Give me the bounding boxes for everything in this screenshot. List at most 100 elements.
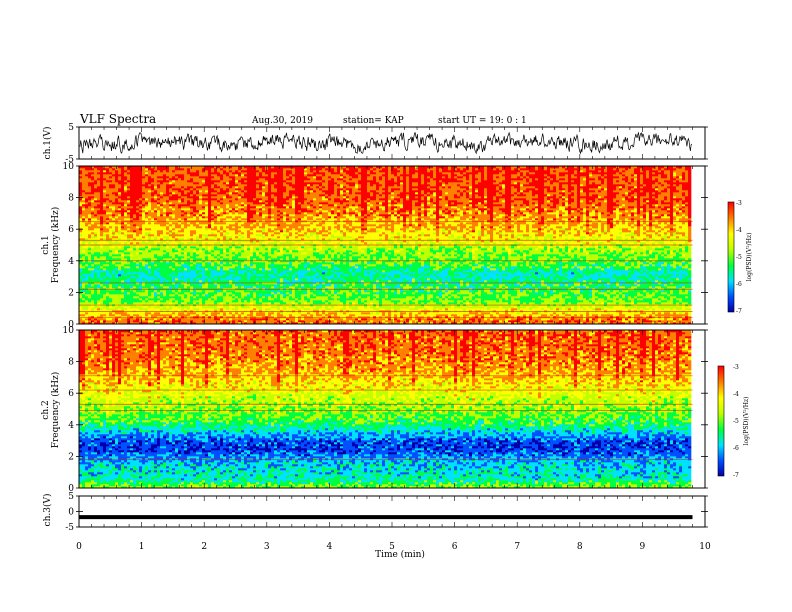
ch1-spectrogram-cell — [133, 308, 136, 310]
ch1-spectrogram-cell — [673, 318, 676, 320]
ch1-spectrogram-cell — [289, 314, 292, 316]
ch1-spectrogram-cell — [139, 308, 142, 310]
ch1-spectrogram-cell — [619, 320, 622, 322]
ch1-spectrogram-cell — [271, 320, 274, 322]
ch1-spectrogram-cell — [394, 296, 397, 298]
ch1-spectrogram-cell — [316, 296, 319, 298]
ch1-spectrogram-cell — [604, 318, 607, 320]
ch1-spectrogram-cell — [316, 302, 319, 304]
ch1-spectrogram-cell — [238, 314, 241, 316]
ch1-spectrogram-cell — [601, 314, 604, 316]
ch1-spectrogram-cell — [127, 296, 130, 298]
ch1-spectrogram-cell — [310, 308, 313, 310]
ch1-spectrogram-cell — [325, 308, 328, 310]
ch1-spectrogram-cell — [190, 308, 193, 310]
ch1-spectrogram-cell — [397, 314, 400, 316]
ch1-spectrogram-cell — [118, 306, 121, 308]
ch1-spectrogram-cell — [391, 296, 394, 298]
ch1-spectrogram-cell — [364, 308, 367, 310]
ch1-spectrogram-cell — [148, 318, 151, 320]
ch1-spectrogram-cell — [355, 296, 358, 298]
ch1-spectrogram-cell — [250, 306, 253, 308]
ch1-spectrogram-cell — [262, 300, 265, 302]
ch1-spectrogram-cell — [178, 312, 181, 314]
ch1-spectrogram-cell — [421, 300, 424, 302]
ch1-spectrogram-cell — [286, 302, 289, 304]
ch1-spectrogram-cell — [166, 318, 169, 320]
ch1-spectrogram-cell — [376, 320, 379, 322]
ch1-spectrogram-cell — [562, 306, 565, 308]
ch1-spectrogram-cell — [235, 318, 238, 320]
ch1-spectrogram-cell — [409, 320, 412, 322]
ch1-spectrogram-cell — [424, 320, 427, 322]
ch1-spectrogram-cell — [367, 318, 370, 320]
ch1-spectrogram-cell — [376, 308, 379, 310]
ch1-spectrogram-cell — [274, 296, 277, 298]
ch1-spectrogram-cell — [331, 308, 334, 310]
ch1-spectrogram-cell — [220, 296, 223, 298]
ch1-spectrogram-cell — [562, 302, 565, 304]
ch1-spectrogram-cell — [337, 302, 340, 304]
ch1-spectrogram-cell — [229, 306, 232, 308]
ch1-spectrogram-cell — [136, 314, 139, 316]
ch1-spectrogram-cell — [451, 320, 454, 322]
ch1-spectrogram-cell — [547, 312, 550, 314]
ch1-spectrogram-cell — [157, 308, 160, 310]
ch1-spectrogram-cell — [391, 320, 394, 322]
ch1-spectrogram-cell — [109, 298, 112, 300]
ch1-spectrogram-cell — [688, 298, 691, 300]
ch1-spectrogram-cell — [391, 300, 394, 302]
ch1-spectrogram-cell — [511, 300, 514, 302]
ch1-spectrogram-cell — [352, 298, 355, 300]
ch1-spectrogram-cell — [445, 312, 448, 314]
ch1-spectrogram-cell — [184, 312, 187, 314]
ch1-spectrogram-cell — [100, 302, 103, 304]
ch1-spectrogram-cell — [424, 314, 427, 316]
ch1-spectrogram-cell — [145, 320, 148, 322]
ch1-spectrogram-cell — [397, 300, 400, 302]
ch1-spectrogram-cell — [118, 312, 121, 314]
ch1-spectrogram-cell — [529, 302, 532, 304]
ch1-spectrogram-cell — [103, 296, 106, 298]
ch1-spectrogram-cell — [454, 312, 457, 314]
ch1-spectrogram-cell — [157, 306, 160, 308]
ch1-spectrogram-cell — [523, 308, 526, 310]
ch1-spectrogram-cell — [616, 308, 619, 310]
ch1-spectrogram-cell — [148, 302, 151, 304]
ch1-spectrogram-cell — [91, 300, 94, 302]
ch1-spectrogram-cell — [352, 300, 355, 302]
ch1-spectrogram-cell — [538, 302, 541, 304]
ch1-spectrogram-cell — [232, 314, 235, 316]
ch1-spectrogram-cell — [394, 300, 397, 302]
ch1-spectrogram-cell — [595, 298, 598, 300]
ch1-spectrogram-cell — [187, 302, 190, 304]
ch1-spectrogram-cell — [418, 298, 421, 300]
ch1-spectrogram-cell — [469, 302, 472, 304]
ch1-spectrogram-cell — [139, 296, 142, 298]
ch1-spectrogram-cell — [658, 308, 661, 310]
ch1-spectrogram-cell — [361, 308, 364, 310]
ch1-spectrogram-cell — [523, 302, 526, 304]
ch1-spectrogram-cell — [649, 306, 652, 308]
ch1-spectrogram-cell — [508, 318, 511, 320]
ch1-spectrogram-cell — [382, 312, 385, 314]
ch1-spectrogram-cell — [127, 300, 130, 302]
ch1-spectrogram-cell — [331, 314, 334, 316]
ch1-spectrogram-cell — [127, 312, 130, 314]
ch1-spectrogram-cell — [82, 320, 85, 322]
ch1-spectrogram-cell — [268, 298, 271, 300]
ch1-spectrogram-cell — [196, 302, 199, 304]
ch1-spectrogram-cell — [475, 318, 478, 320]
ch1-spectrogram-cell — [247, 320, 250, 322]
ch1-spectrogram-cell — [526, 300, 529, 302]
ch1-spectrogram-cell — [127, 306, 130, 308]
ch1-spectrogram-cell — [274, 302, 277, 304]
ch1-spectrogram-cell — [571, 300, 574, 302]
ch1-spectrogram-cell — [649, 320, 652, 322]
ch1-spectrogram-cell — [337, 296, 340, 298]
ch1-spectrogram-cell — [478, 300, 481, 302]
ch1-spectrogram-cell — [547, 308, 550, 310]
ch1-spectrogram-cell — [628, 314, 631, 316]
ch1-spectrogram-cell — [100, 308, 103, 310]
ch1-spectrogram-cell — [217, 314, 220, 316]
